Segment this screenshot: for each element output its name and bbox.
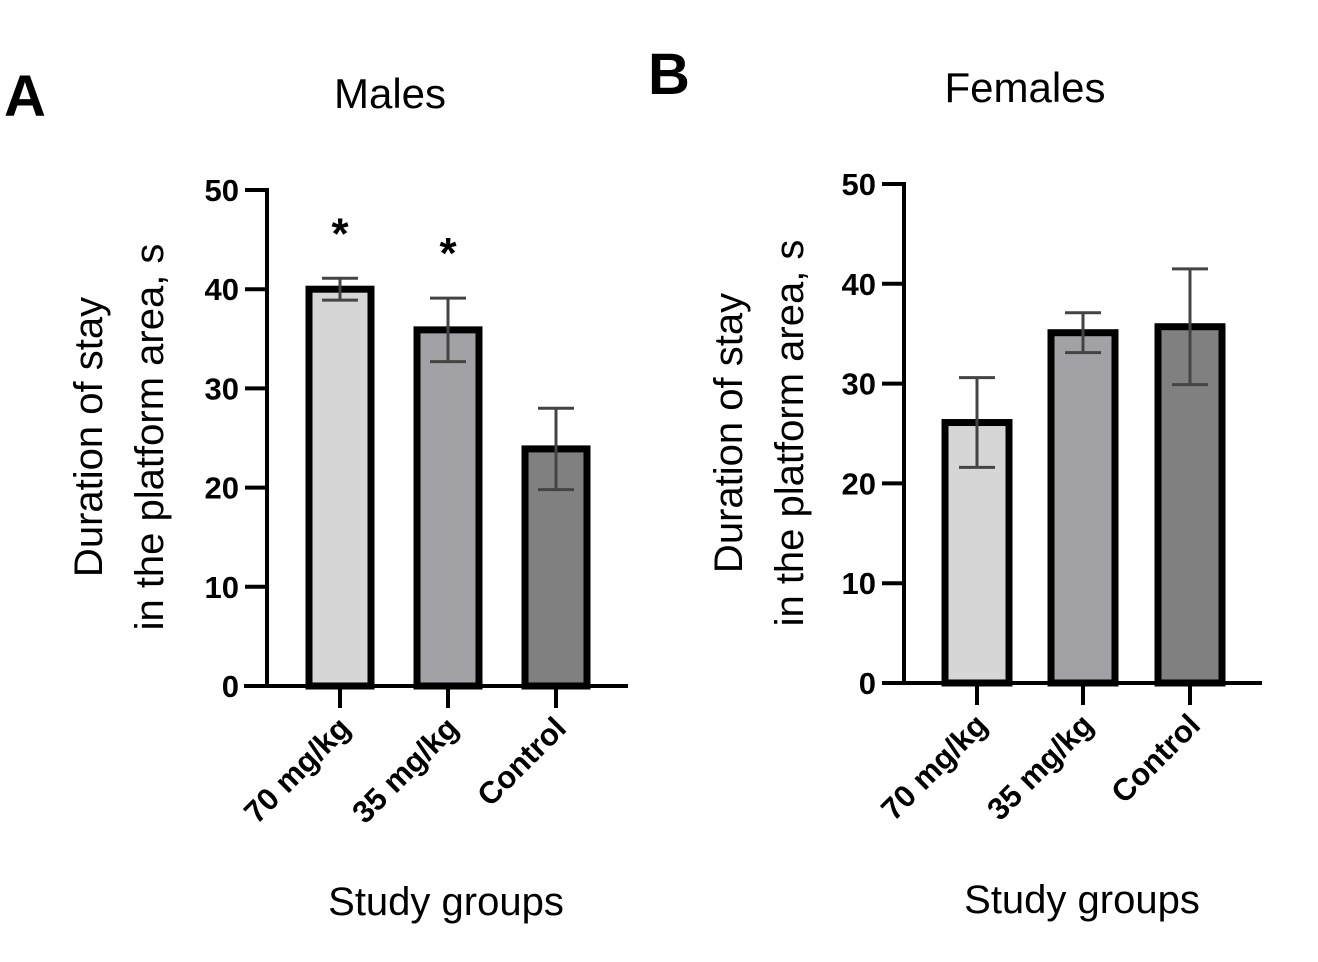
x-category-label: 70 mg/kg	[237, 710, 357, 830]
panel-label-a: A	[4, 64, 46, 129]
significance-marker: *	[439, 229, 457, 278]
panel-a-males: A Males Duration of stay in the platform…	[4, 64, 628, 924]
y-axis-title-line-1: Duration of stay	[67, 297, 111, 577]
y-tick-label: 20	[842, 466, 876, 501]
chart-title-females: Females	[944, 64, 1105, 111]
y-tick-label: 50	[205, 173, 239, 208]
bar-70-mg-kg	[305, 285, 375, 690]
axes	[244, 188, 628, 688]
axes	[882, 182, 1262, 685]
y-axis-title-line-2: in the platform area, s	[768, 240, 812, 627]
y-axis-title-line-1: Duration of stay	[707, 293, 751, 573]
y-tick-label: 20	[205, 471, 239, 506]
y-tick-label: 30	[205, 371, 239, 406]
y-tick-label: 0	[859, 666, 876, 701]
y-tick-label: 0	[222, 669, 239, 704]
significance-marker: *	[331, 209, 349, 258]
panel-label-b: B	[648, 42, 690, 107]
y-tick-label: 50	[842, 167, 876, 202]
x-axis-title: Study groups	[328, 880, 564, 924]
x-category-label: Control	[470, 710, 573, 813]
x-category-label: 35 mg/kg	[980, 707, 1100, 827]
x-category-label: 35 mg/kg	[345, 710, 465, 830]
y-tick-label: 40	[205, 272, 239, 307]
y-axis-ticks: 0 10 20 30 40 50	[205, 173, 267, 704]
y-axis-ticks: 0 10 20 30 40 50	[842, 167, 904, 701]
bars	[941, 267, 1226, 687]
y-axis-title-line-2: in the platform area, s	[128, 244, 172, 631]
x-category-label: Control	[1104, 707, 1207, 810]
bars: * *	[305, 209, 591, 690]
y-tick-label: 40	[842, 267, 876, 302]
y-tick-label: 30	[842, 367, 876, 402]
y-tick-label: 10	[842, 566, 876, 601]
x-axis-title: Study groups	[964, 878, 1200, 922]
x-category-label: 70 mg/kg	[874, 707, 994, 827]
panel-b-females: B Females Duration of stay in the platfo…	[648, 42, 1262, 922]
y-tick-label: 10	[205, 570, 239, 605]
bar-35-mg-kg	[1047, 329, 1119, 687]
chart-title-males: Males	[334, 70, 446, 117]
bar-35-mg-kg	[413, 326, 483, 690]
